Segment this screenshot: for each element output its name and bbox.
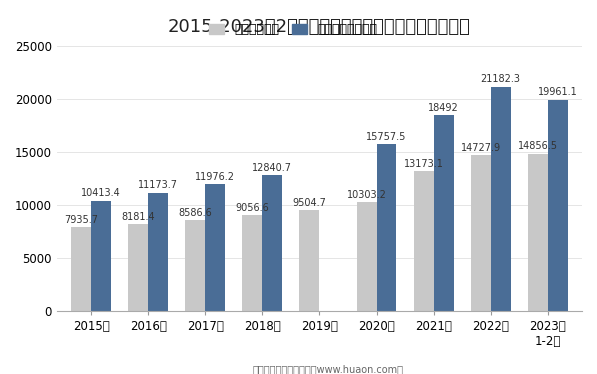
Bar — [470, 155, 491, 311]
Text: 8586.6: 8586.6 — [179, 208, 212, 218]
Text: 21182.3: 21182.3 — [481, 74, 521, 85]
Bar — [433, 115, 454, 311]
Text: 18492: 18492 — [428, 103, 459, 113]
Legend: 存货（亿元）, 应收账款（亿元）: 存货（亿元）, 应收账款（亿元） — [204, 18, 382, 41]
Bar — [528, 154, 548, 311]
Text: 9056.6: 9056.6 — [235, 203, 269, 213]
Text: 8181.4: 8181.4 — [121, 212, 155, 222]
Bar — [91, 200, 111, 311]
Title: 2015-2023年2月浙江省工业企业应收账款及存货统计: 2015-2023年2月浙江省工业企业应收账款及存货统计 — [168, 18, 471, 36]
Bar — [548, 99, 568, 311]
Text: 10303.2: 10303.2 — [347, 190, 386, 200]
Text: 14727.9: 14727.9 — [461, 143, 501, 153]
Bar — [414, 171, 433, 311]
Bar — [491, 87, 510, 311]
Text: 11173.7: 11173.7 — [138, 180, 178, 190]
Bar — [205, 184, 225, 311]
Bar — [242, 215, 262, 311]
Text: 14856.5: 14856.5 — [518, 141, 558, 151]
Bar — [262, 175, 282, 311]
Text: 制图：华经产业研究院（www.huaon.com）: 制图：华经产业研究院（www.huaon.com） — [253, 364, 404, 374]
Bar — [356, 202, 377, 311]
Text: 7935.7: 7935.7 — [64, 215, 98, 225]
Bar — [185, 220, 205, 311]
Bar — [300, 210, 319, 311]
Bar — [71, 227, 91, 311]
Text: 11976.2: 11976.2 — [195, 172, 235, 182]
Text: 13173.1: 13173.1 — [404, 159, 444, 169]
Text: 10413.4: 10413.4 — [81, 188, 121, 199]
Text: 19961.1: 19961.1 — [538, 88, 578, 97]
Text: 9504.7: 9504.7 — [293, 198, 327, 208]
Bar — [377, 144, 396, 311]
Text: 15757.5: 15757.5 — [367, 132, 407, 142]
Bar — [148, 193, 168, 311]
Text: 12840.7: 12840.7 — [253, 163, 293, 173]
Bar — [128, 224, 148, 311]
